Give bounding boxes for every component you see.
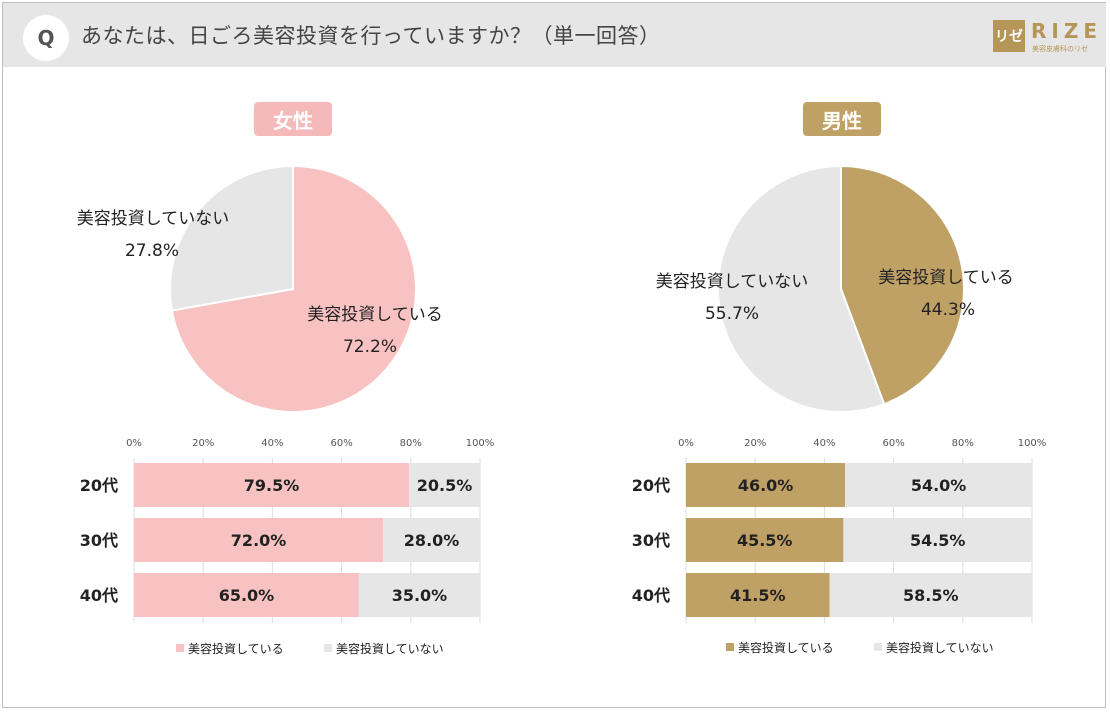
female-bar-tick-label: 60%: [330, 438, 352, 449]
female-bar-data-label: 35.0%: [392, 586, 448, 605]
female-panel-title: 女性: [254, 102, 332, 136]
male-pie-slice-value-0: 44.3%: [921, 300, 975, 320]
male-bar-legend-swatch-1: [874, 643, 882, 651]
female-bar-data-label: 20.5%: [417, 476, 473, 495]
female-bar-tick-label: 100%: [466, 438, 495, 449]
female-pie-slice-label-1: 美容投資していない: [77, 209, 230, 229]
male-panel-title: 男性: [803, 102, 881, 136]
female-bar-bar-美容投資していない-0: [409, 463, 480, 507]
male-pie-slice-1: [717, 164, 886, 413]
female-bar-tick-label: 20%: [192, 438, 214, 449]
male-bar-data-label: 45.5%: [737, 531, 793, 550]
female-bar-data-label: 79.5%: [244, 476, 300, 495]
logo-mark: リゼ: [993, 20, 1025, 52]
female-bar-legend-label-1: 美容投資していない: [336, 641, 444, 656]
female-bar-bar-美容投資していない-2: [358, 573, 480, 617]
male-bar-data-label: 54.0%: [911, 476, 967, 495]
question-header: Q あなたは、日ごろ美容投資を行っていますか？（単一回答） リゼ RIZE 美容…: [3, 3, 1106, 67]
female-pie-slice-1: [169, 164, 294, 312]
male-bar-bar-美容投資していない-2: [829, 573, 1032, 617]
male-bar-data-label: 54.5%: [910, 531, 966, 550]
female-pie-slice-label-0: 美容投資している: [307, 305, 443, 325]
female-pie-slice-value-1: 27.8%: [125, 241, 179, 261]
male-pie-slice-value-1: 55.7%: [705, 304, 759, 324]
female-bar-bar-美容投資している-0: [134, 463, 410, 507]
male-bar-tick-label: 60%: [882, 438, 904, 449]
question-badge: Q: [23, 15, 69, 61]
female-bar-category-label: 30代: [80, 531, 118, 550]
male-bar-bar-美容投資している-1: [686, 518, 844, 562]
male-pie-slice-label-0: 美容投資している: [878, 268, 1014, 288]
female-bar-bar-美容投資していない-1: [383, 518, 480, 562]
brand-logo: リゼ RIZE 美容皮膚科のリゼ: [993, 17, 1103, 55]
male-pie-slice-label-1: 美容投資していない: [656, 272, 809, 292]
female-bar-category-label: 40代: [80, 586, 118, 605]
female-bar-legend-swatch-1: [324, 644, 332, 652]
male-bar-tick-label: 0%: [678, 438, 694, 449]
male-bar-tick-label: 20%: [744, 438, 766, 449]
female-bar-bar-美容投資している-1: [134, 518, 384, 562]
female-bar-tick-label: 40%: [261, 438, 283, 449]
male-bar-category-label: 30代: [632, 531, 670, 550]
male-bar-data-label: 46.0%: [738, 476, 794, 495]
logo-text: RIZE: [1031, 19, 1103, 43]
female-bar-tick-label: 80%: [400, 438, 422, 449]
female-bar-category-label: 20代: [80, 476, 118, 495]
male-bar-legend-label-1: 美容投資していない: [886, 640, 994, 655]
male-bar-category-label: 20代: [632, 476, 670, 495]
female-bar-data-label: 72.0%: [231, 531, 287, 550]
male-bar-tick-label: 100%: [1018, 438, 1047, 449]
male-bar-legend-label-0: 美容投資している: [738, 640, 834, 655]
question-text: あなたは、日ごろ美容投資を行っていますか？（単一回答）: [81, 24, 661, 48]
male-bar-bar-美容投資していない-0: [845, 463, 1032, 507]
logo-subtext: 美容皮膚科のリゼ: [1032, 45, 1088, 53]
male-bar-data-label: 41.5%: [730, 586, 786, 605]
female-bar-data-label: 65.0%: [219, 586, 275, 605]
female-bar-legend-label-0: 美容投資している: [188, 641, 284, 656]
male-bar-tick-label: 40%: [813, 438, 835, 449]
male-bar-bar-美容投資している-2: [686, 573, 830, 617]
male-bar-legend-swatch-0: [726, 643, 734, 651]
male-bar-category-label: 40代: [632, 586, 670, 605]
female-pie-slice-value-0: 72.2%: [343, 337, 397, 357]
female-bar-legend-swatch-0: [176, 644, 184, 652]
female-bar-tick-label: 0%: [126, 438, 142, 449]
male-bar-bar-美容投資している-0: [686, 463, 846, 507]
female-bar-bar-美容投資している-2: [134, 573, 359, 617]
female-bar-data-label: 28.0%: [404, 531, 460, 550]
male-bar-bar-美容投資していない-1: [843, 518, 1032, 562]
male-bar-data-label: 58.5%: [903, 586, 959, 605]
male-bar-tick-label: 80%: [952, 438, 974, 449]
male-pie-slice-0: [840, 164, 965, 406]
